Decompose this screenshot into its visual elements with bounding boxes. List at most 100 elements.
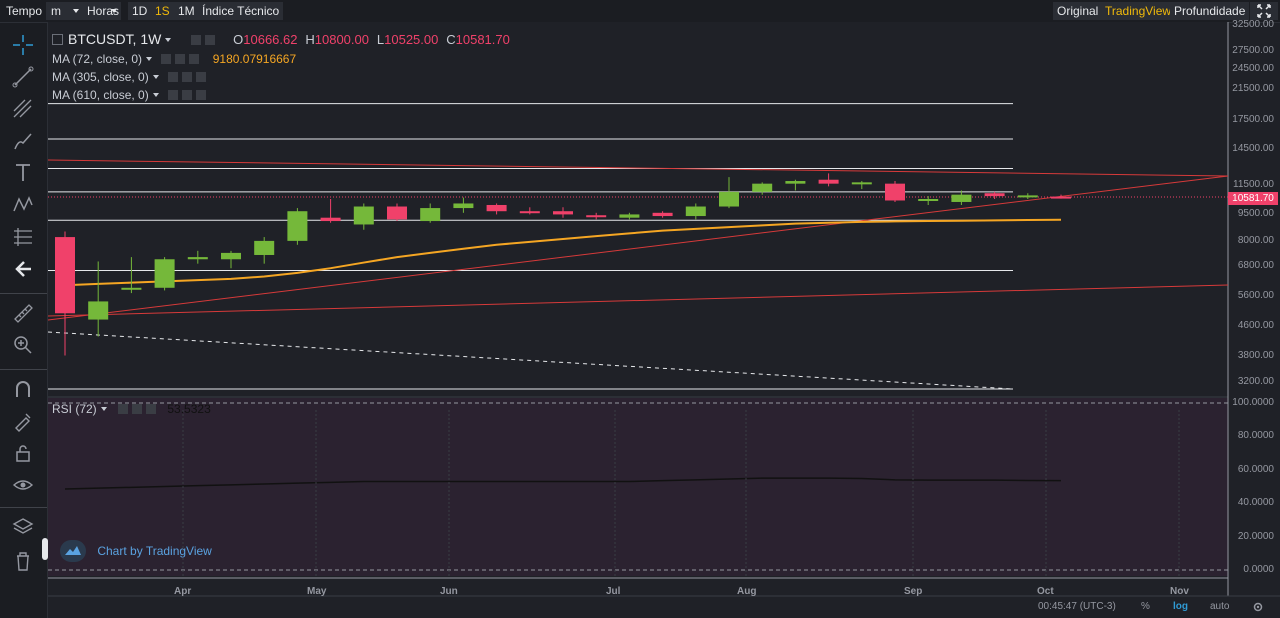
pattern-tool-icon[interactable] [11,193,35,217]
price-tick-label: 6800.00 [1237,259,1274,271]
indicators-button[interactable]: Índice Técnico [198,2,284,20]
candle-body [1017,195,1038,198]
magnet-icon[interactable] [11,377,35,401]
price-tick-label: 8000.00 [1237,234,1274,246]
candle-body [918,199,939,202]
ma1-settings-icons[interactable] [161,53,209,65]
price-tick-label: 17500.00 [1232,114,1274,126]
candle-body [387,206,407,220]
chevron-down-icon[interactable] [165,38,172,42]
candle-body [785,181,806,184]
candle-body [88,301,109,320]
price-tick-label: 9500.00 [1237,208,1274,220]
candle-body [685,206,706,217]
price-tick-label: 32500.00 [1232,19,1274,30]
ma2-label[interactable]: MA (305, close, 0) [52,70,149,84]
chevron-down-icon[interactable] [152,93,159,97]
rsi-pane-background [48,398,1228,576]
toolbar-divider [0,507,47,508]
fib-tool-icon[interactable] [11,97,35,121]
sidebar-collapse-handle[interactable] [42,538,48,560]
tradingview-logo-icon [60,540,86,562]
candle-body [353,206,374,225]
view-depth-button[interactable]: Profundidade [1170,2,1250,20]
trend-line-icon[interactable] [11,65,35,89]
interval-1s-button[interactable]: 1S [151,2,174,20]
rsi-settings-icons[interactable] [116,403,164,415]
moving-average-line [64,218,1062,287]
price-tick-label: 21500.00 [1232,82,1274,94]
auto-toggle[interactable]: auto [1210,601,1230,612]
rsi-label[interactable]: RSI (72) [52,402,97,416]
chevron-down-icon[interactable] [100,407,107,411]
price-tick-label: 11500.00 [1233,178,1274,190]
crosshair-icon[interactable] [11,33,35,57]
rsi-line [64,477,1062,490]
legend-settings-icons[interactable] [181,33,229,45]
candle-body [486,204,507,212]
close-label: C [446,32,456,47]
time-tick-label: Jul [606,586,621,597]
log-toggle[interactable]: log [1173,601,1188,612]
chevron-down-icon[interactable] [146,57,153,61]
zoom-in-icon[interactable] [11,333,35,357]
price-pane-background [48,22,1228,396]
back-arrow-icon[interactable] [11,257,35,281]
view-tradingview-button[interactable]: TradingView [1101,2,1176,20]
lower-trend-line [47,284,1229,317]
rsi-tick-label: 40.0000 [1237,497,1274,509]
interval-1d-button[interactable]: 1D [128,2,152,20]
interval-1m-button[interactable]: 1M [174,2,199,20]
candle-body [287,211,308,241]
toolbar-divider [0,293,47,294]
percent-toggle[interactable]: % [1141,601,1150,612]
rsi-tick-label: 100.0000 [1232,397,1274,408]
price-tick-label: 4600.00 [1237,320,1274,332]
candle-body [55,237,75,314]
candle-body [851,182,872,185]
ruler-icon[interactable] [11,301,35,325]
price-tick-label: 27500.00 [1232,44,1274,56]
stay-drawing-icon[interactable] [11,409,35,433]
brush-icon[interactable] [11,129,35,153]
support-line [47,175,1229,321]
candle-body [818,179,839,184]
view-original-button[interactable]: Original [1053,2,1103,20]
price-tick-label: 3200.00 [1237,376,1274,387]
price-tick-label: 14500.00 [1232,143,1274,155]
hours-select[interactable]: Horas [82,2,121,20]
clock-readout: 00:45:47 (UTC-3) [1038,601,1116,612]
time-tick-label: Nov [1170,586,1189,597]
ma3-settings-icons[interactable] [168,89,216,101]
candle-body [254,240,275,255]
ma1-legend: MA (72, close, 0) 9180.07916667 [52,52,296,66]
chart-settings-icon[interactable] [1252,601,1266,616]
eye-icon[interactable] [11,473,35,497]
current-price-tag: 10581.70 [1228,192,1278,205]
trash-icon[interactable] [11,549,35,573]
symbol-label[interactable]: BTCUSDT, 1W [68,31,162,47]
prediction-tool-icon[interactable] [11,225,35,249]
candle-body [719,191,739,207]
ma2-settings-icons[interactable] [168,71,216,83]
fullscreen-icon[interactable] [1250,2,1278,20]
text-tool-icon[interactable] [11,161,35,185]
lock-icon[interactable] [11,441,35,465]
collapse-legend-icon[interactable] [52,34,63,45]
ma1-label[interactable]: MA (72, close, 0) [52,52,143,66]
ma3-label[interactable]: MA (610, close, 0) [52,88,149,102]
candle-body [420,208,441,222]
minute-select[interactable]: m [46,2,83,20]
candle-body [221,252,241,260]
ma1-value: 9180.07916667 [212,52,297,66]
tradingview-watermark[interactable]: Chart by TradingView [60,540,212,564]
candle-body [885,183,905,201]
chevron-down-icon[interactable] [152,75,159,79]
watermark-text: Chart by TradingView [97,544,212,558]
toolbar-divider [0,369,47,370]
close-value: 10581.70 [455,32,510,47]
layers-icon[interactable] [11,515,35,539]
rsi-legend: RSI (72) 53.5323 [52,402,211,416]
rsi-tick-label: 60.0000 [1237,463,1274,475]
high-label: H [305,32,315,47]
